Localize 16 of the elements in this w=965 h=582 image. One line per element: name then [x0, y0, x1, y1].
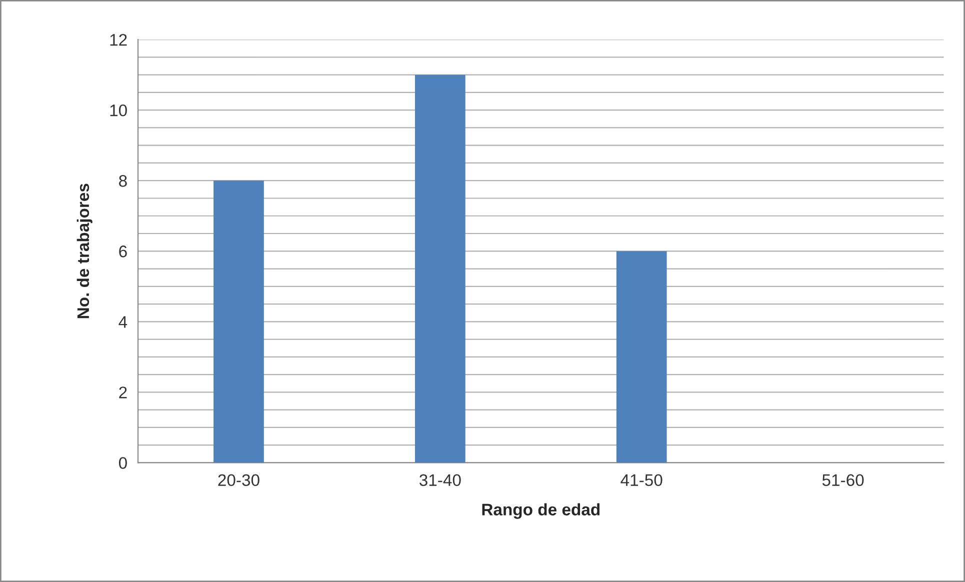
y-tick-label: 8 [119, 175, 127, 187]
x-tick-label: 41-50 [620, 474, 662, 486]
y-axis-title: No. de trabajores [76, 184, 92, 318]
x-tick-label: 31-40 [419, 474, 461, 486]
bar [414, 74, 466, 463]
x-tick-label: 51-60 [822, 474, 864, 486]
y-tick-label: 6 [119, 246, 127, 258]
bar [214, 180, 264, 463]
bar [616, 251, 667, 463]
y-tick-label: 10 [110, 104, 127, 116]
y-tick-label: 0 [118, 457, 127, 469]
y-tick-label: 2 [119, 386, 127, 398]
x-tick-label: 20-30 [218, 474, 260, 486]
x-axis-title: Rango de edad [482, 503, 600, 519]
y-tick-label: 12 [110, 34, 127, 46]
y-tick-label: 4 [118, 316, 128, 328]
